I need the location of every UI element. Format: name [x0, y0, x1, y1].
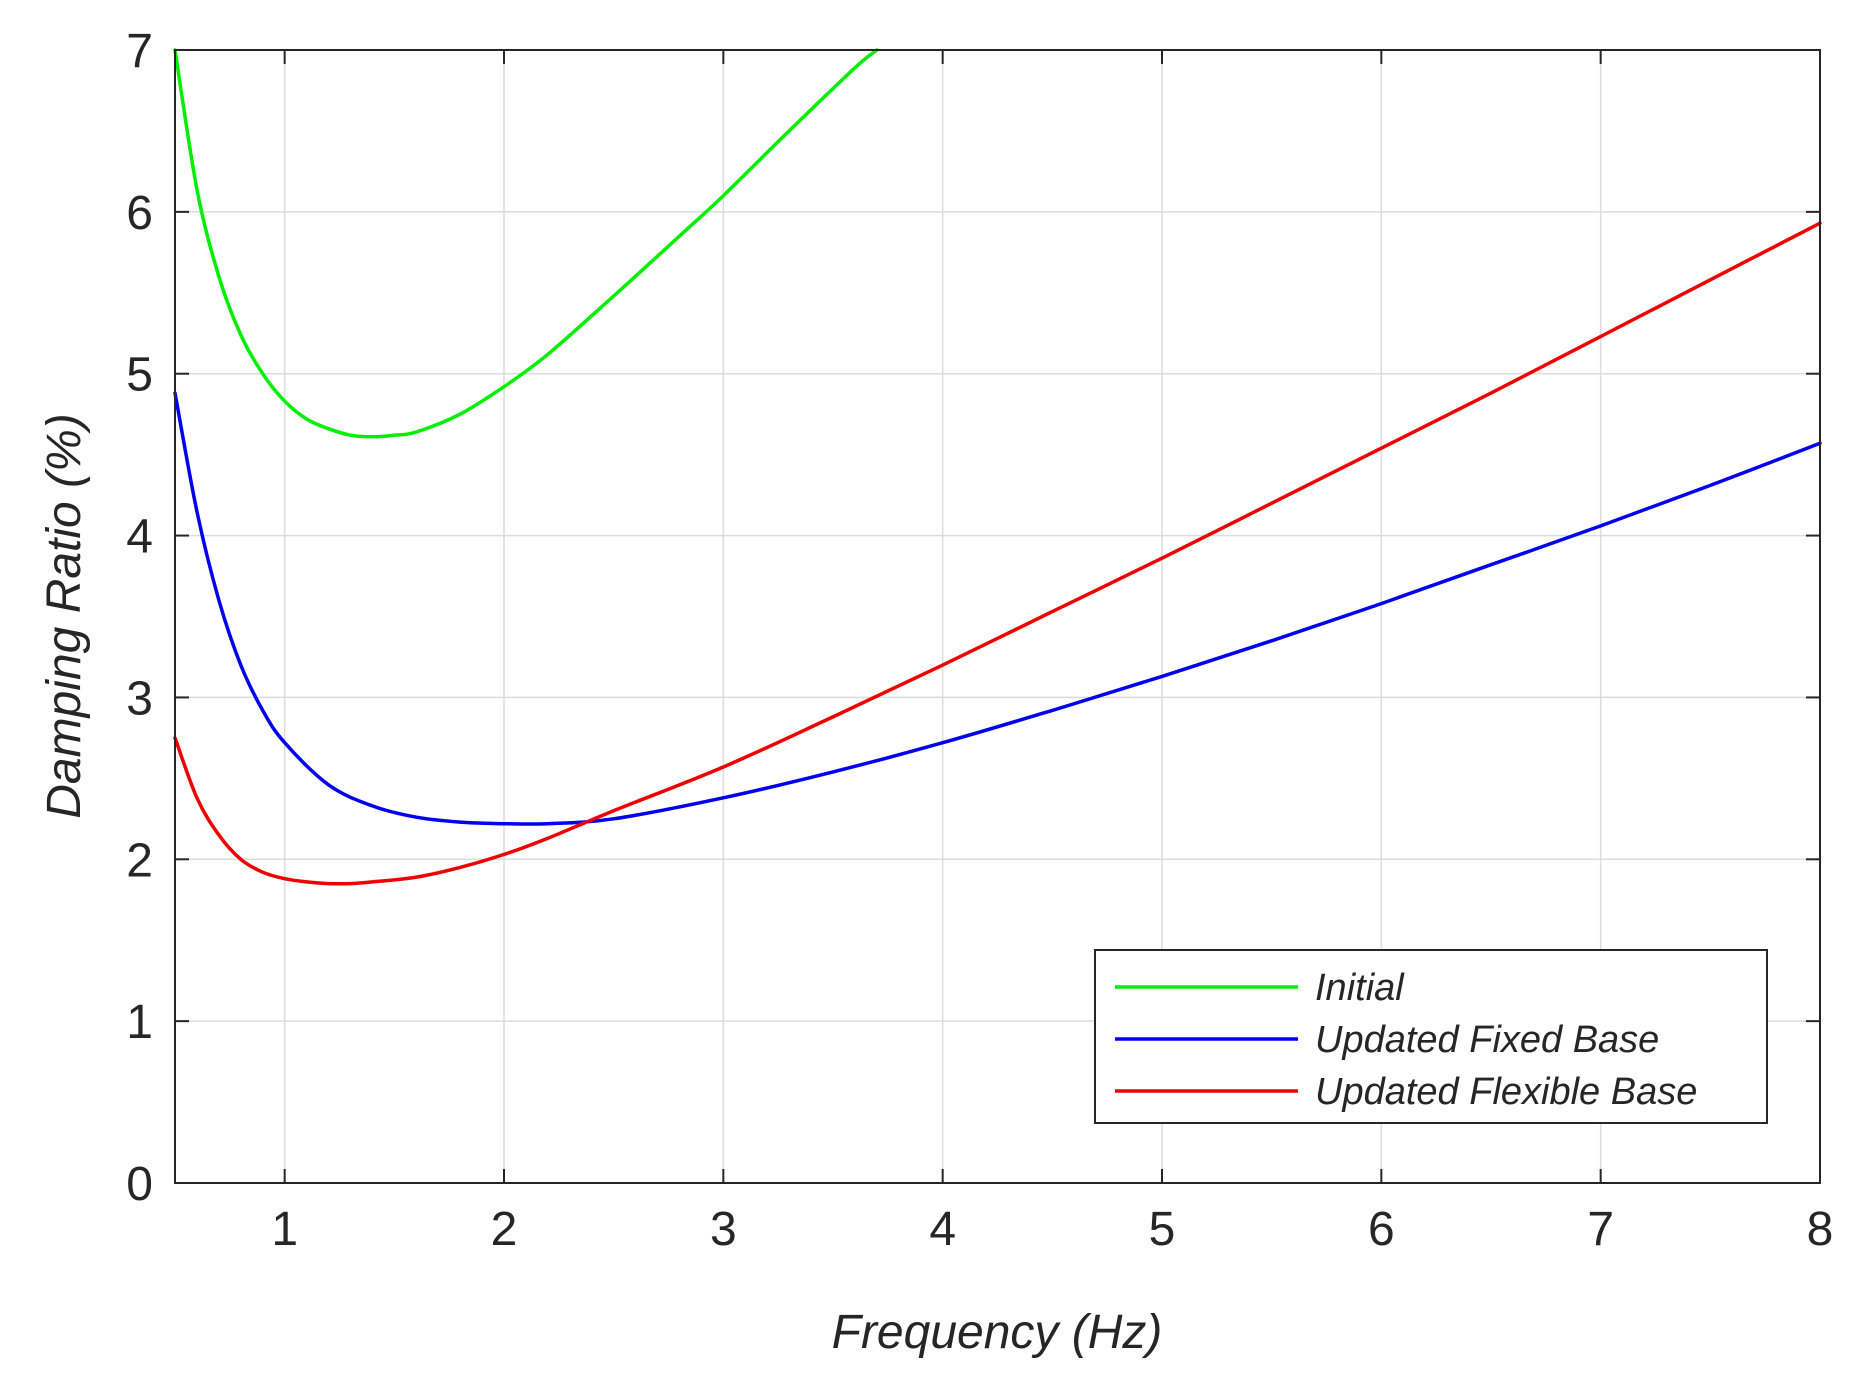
x-tick-label: 2 [491, 1203, 518, 1256]
x-tick-label: 7 [1587, 1203, 1614, 1256]
y-axis-label: Damping Ratio (%) [38, 413, 91, 818]
y-tick-label: 6 [126, 187, 153, 240]
axis-ticks: 1 2 3 4 5 6 7 8 0 1 2 3 4 5 6 7 [126, 25, 1833, 1256]
plot-frame [174, 49, 1821, 1184]
y-tick-label: 5 [126, 349, 153, 402]
x-tick-label: 1 [271, 1203, 298, 1256]
series-line-updated-flexible-base [173, 221, 1822, 886]
y-tick-label: 2 [126, 834, 153, 887]
x-tick-label: 6 [1368, 1203, 1395, 1256]
x-tick-label: 4 [929, 1203, 956, 1256]
x-tick-label: 3 [710, 1203, 737, 1256]
legend: Initial Updated Fixed Base Updated Flexibl… [1094, 949, 1768, 1124]
legend-box [1094, 949, 1768, 1124]
y-tick-label: 7 [126, 25, 153, 78]
legend-label-initial: Initial [1315, 967, 1405, 1009]
y-tick-label: 0 [126, 1158, 153, 1211]
y-tick-label: 3 [126, 672, 153, 725]
series-group [173, 48, 1822, 886]
y-tick-label: 4 [126, 511, 153, 564]
series-line-updated-fixed-base [173, 391, 1822, 826]
y-tick-label: 1 [126, 996, 153, 1049]
legend-label-updated-flexible-base: Updated Flexible Base [1315, 1071, 1697, 1113]
x-tick-label: 5 [1149, 1203, 1176, 1256]
legend-label-updated-fixed-base: Updated Fixed Base [1315, 1019, 1659, 1061]
x-tick-label: 8 [1807, 1203, 1834, 1256]
series-line-initial [173, 48, 879, 439]
x-axis-label: Frequency (Hz) [832, 1306, 1163, 1359]
